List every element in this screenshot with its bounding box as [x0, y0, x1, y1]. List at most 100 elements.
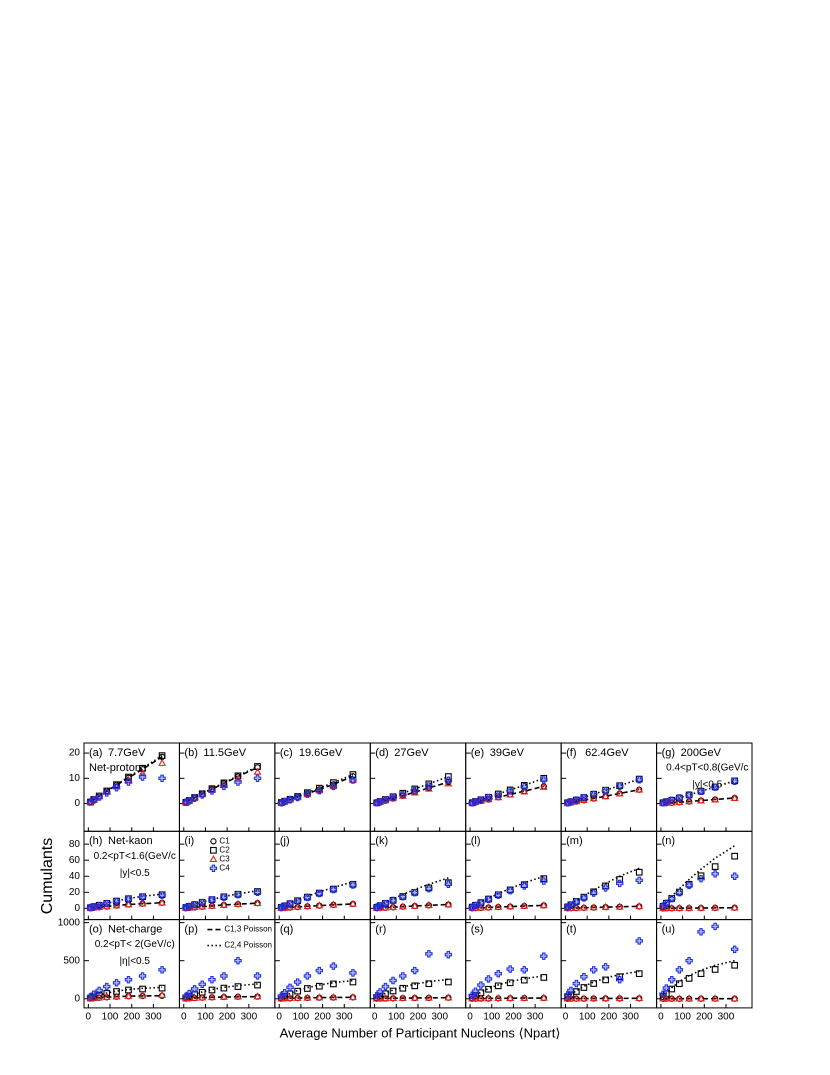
marker-cross [697, 874, 705, 883]
marker-cross [315, 786, 324, 795]
panel-label: (c) [280, 747, 293, 759]
y-tick-label: 80 [69, 839, 81, 850]
marker-cross [293, 978, 302, 986]
x-tick-label: 200 [601, 1012, 618, 1023]
legend-label: C1 [219, 836, 230, 845]
marker-cross [444, 880, 453, 888]
marker-triangle [381, 994, 390, 1002]
marker-triangle [102, 992, 111, 1000]
marker-triangle [494, 993, 503, 1002]
panel-label: (q) [280, 924, 293, 936]
marker-triangle [667, 903, 676, 912]
marker-triangle [601, 994, 610, 1002]
marker-cross [616, 782, 624, 790]
panel-label: (n) [662, 835, 675, 847]
marker-square [411, 982, 419, 990]
marker-square [210, 846, 217, 854]
marker-cross [471, 798, 480, 806]
marker-triangle [730, 903, 739, 911]
marker-cross [411, 889, 419, 897]
marker-cross [580, 794, 588, 802]
marker-cross [567, 901, 575, 909]
marker-square [315, 784, 323, 792]
marker-triangle [685, 797, 694, 805]
marker-triangle [315, 901, 324, 909]
panel-label: (l) [471, 835, 481, 847]
marker-cross [185, 989, 193, 998]
marker-triangle [190, 993, 199, 1001]
x-tick-label: 100 [674, 1012, 691, 1023]
x-tick-label: 200 [505, 1012, 522, 1023]
marker-cross [520, 966, 528, 974]
y-tick-label: 40 [69, 871, 81, 882]
panel-title: 11.5GeV [203, 747, 246, 759]
marker-triangle [484, 903, 493, 911]
marker-cross [563, 991, 572, 999]
marker-cross [103, 899, 111, 908]
y-tick-label: 500 [63, 955, 80, 966]
marker-cross [494, 891, 502, 899]
marker-cross [90, 903, 98, 911]
marker-cross [234, 778, 242, 786]
marker-triangle [667, 994, 676, 1002]
marker-cross [711, 922, 719, 931]
x-tick-label: 200 [696, 1012, 713, 1023]
panel-label: (r) [375, 924, 386, 936]
marker-triangle [539, 782, 548, 790]
marker-cross [158, 774, 166, 783]
marker-triangle [520, 787, 529, 795]
marker-triangle [138, 899, 147, 907]
panel-title: 62.4GeV [585, 747, 629, 759]
annotation: Net-proton [89, 762, 141, 774]
marker-cross [444, 950, 453, 959]
marker-cross [315, 966, 324, 975]
marker-square [494, 982, 502, 990]
marker-cross [425, 884, 433, 893]
marker-square [697, 970, 705, 977]
marker-triangle [635, 902, 644, 910]
annotation: 0.2<pT< 2(GeV/c) [95, 939, 175, 950]
x-tick-label: 200 [314, 1012, 331, 1023]
marker-triangle [697, 903, 705, 911]
marker-cross [477, 981, 485, 989]
marker-cross [95, 793, 103, 801]
marker-triangle [376, 994, 384, 1002]
marker-cross [349, 881, 357, 889]
x-tick-label: 100 [197, 1012, 214, 1023]
panel-title: 19.6GeV [299, 747, 343, 759]
marker-cross [540, 877, 548, 885]
marker-cross [349, 969, 357, 977]
marker-triangle [566, 994, 575, 1002]
marker-cross [411, 966, 419, 975]
marker-cross [329, 962, 338, 970]
marker-triangle [424, 993, 433, 1001]
marker-square [602, 882, 609, 890]
panel-title: 27GeV [394, 747, 429, 759]
marker-cross [190, 794, 199, 802]
marker-triangle [208, 992, 216, 1001]
x-tick-label: 300 [718, 1012, 735, 1023]
marker-triangle [398, 993, 407, 1001]
marker-cross [103, 982, 111, 991]
marker-triangle [635, 785, 644, 793]
marker-cross [411, 786, 419, 795]
marker-cross [685, 881, 693, 890]
marker-cross [540, 952, 548, 960]
marker-triangle [476, 994, 485, 1002]
y-tick-label: 0 [74, 993, 80, 1004]
marker-triangle [675, 797, 684, 806]
marker-square [540, 974, 548, 981]
marker-square [125, 773, 132, 781]
marker-triangle [329, 782, 338, 790]
marker-square [220, 984, 228, 992]
marker-cross [220, 893, 228, 901]
marker-square [711, 863, 719, 870]
marker-square [731, 852, 739, 860]
marker-triangle [253, 767, 262, 775]
marker-square [520, 976, 528, 984]
marker-triangle [209, 854, 218, 863]
marker-triangle [293, 902, 302, 910]
panel-label: (k) [375, 835, 388, 847]
panel-label: (j) [280, 835, 290, 847]
